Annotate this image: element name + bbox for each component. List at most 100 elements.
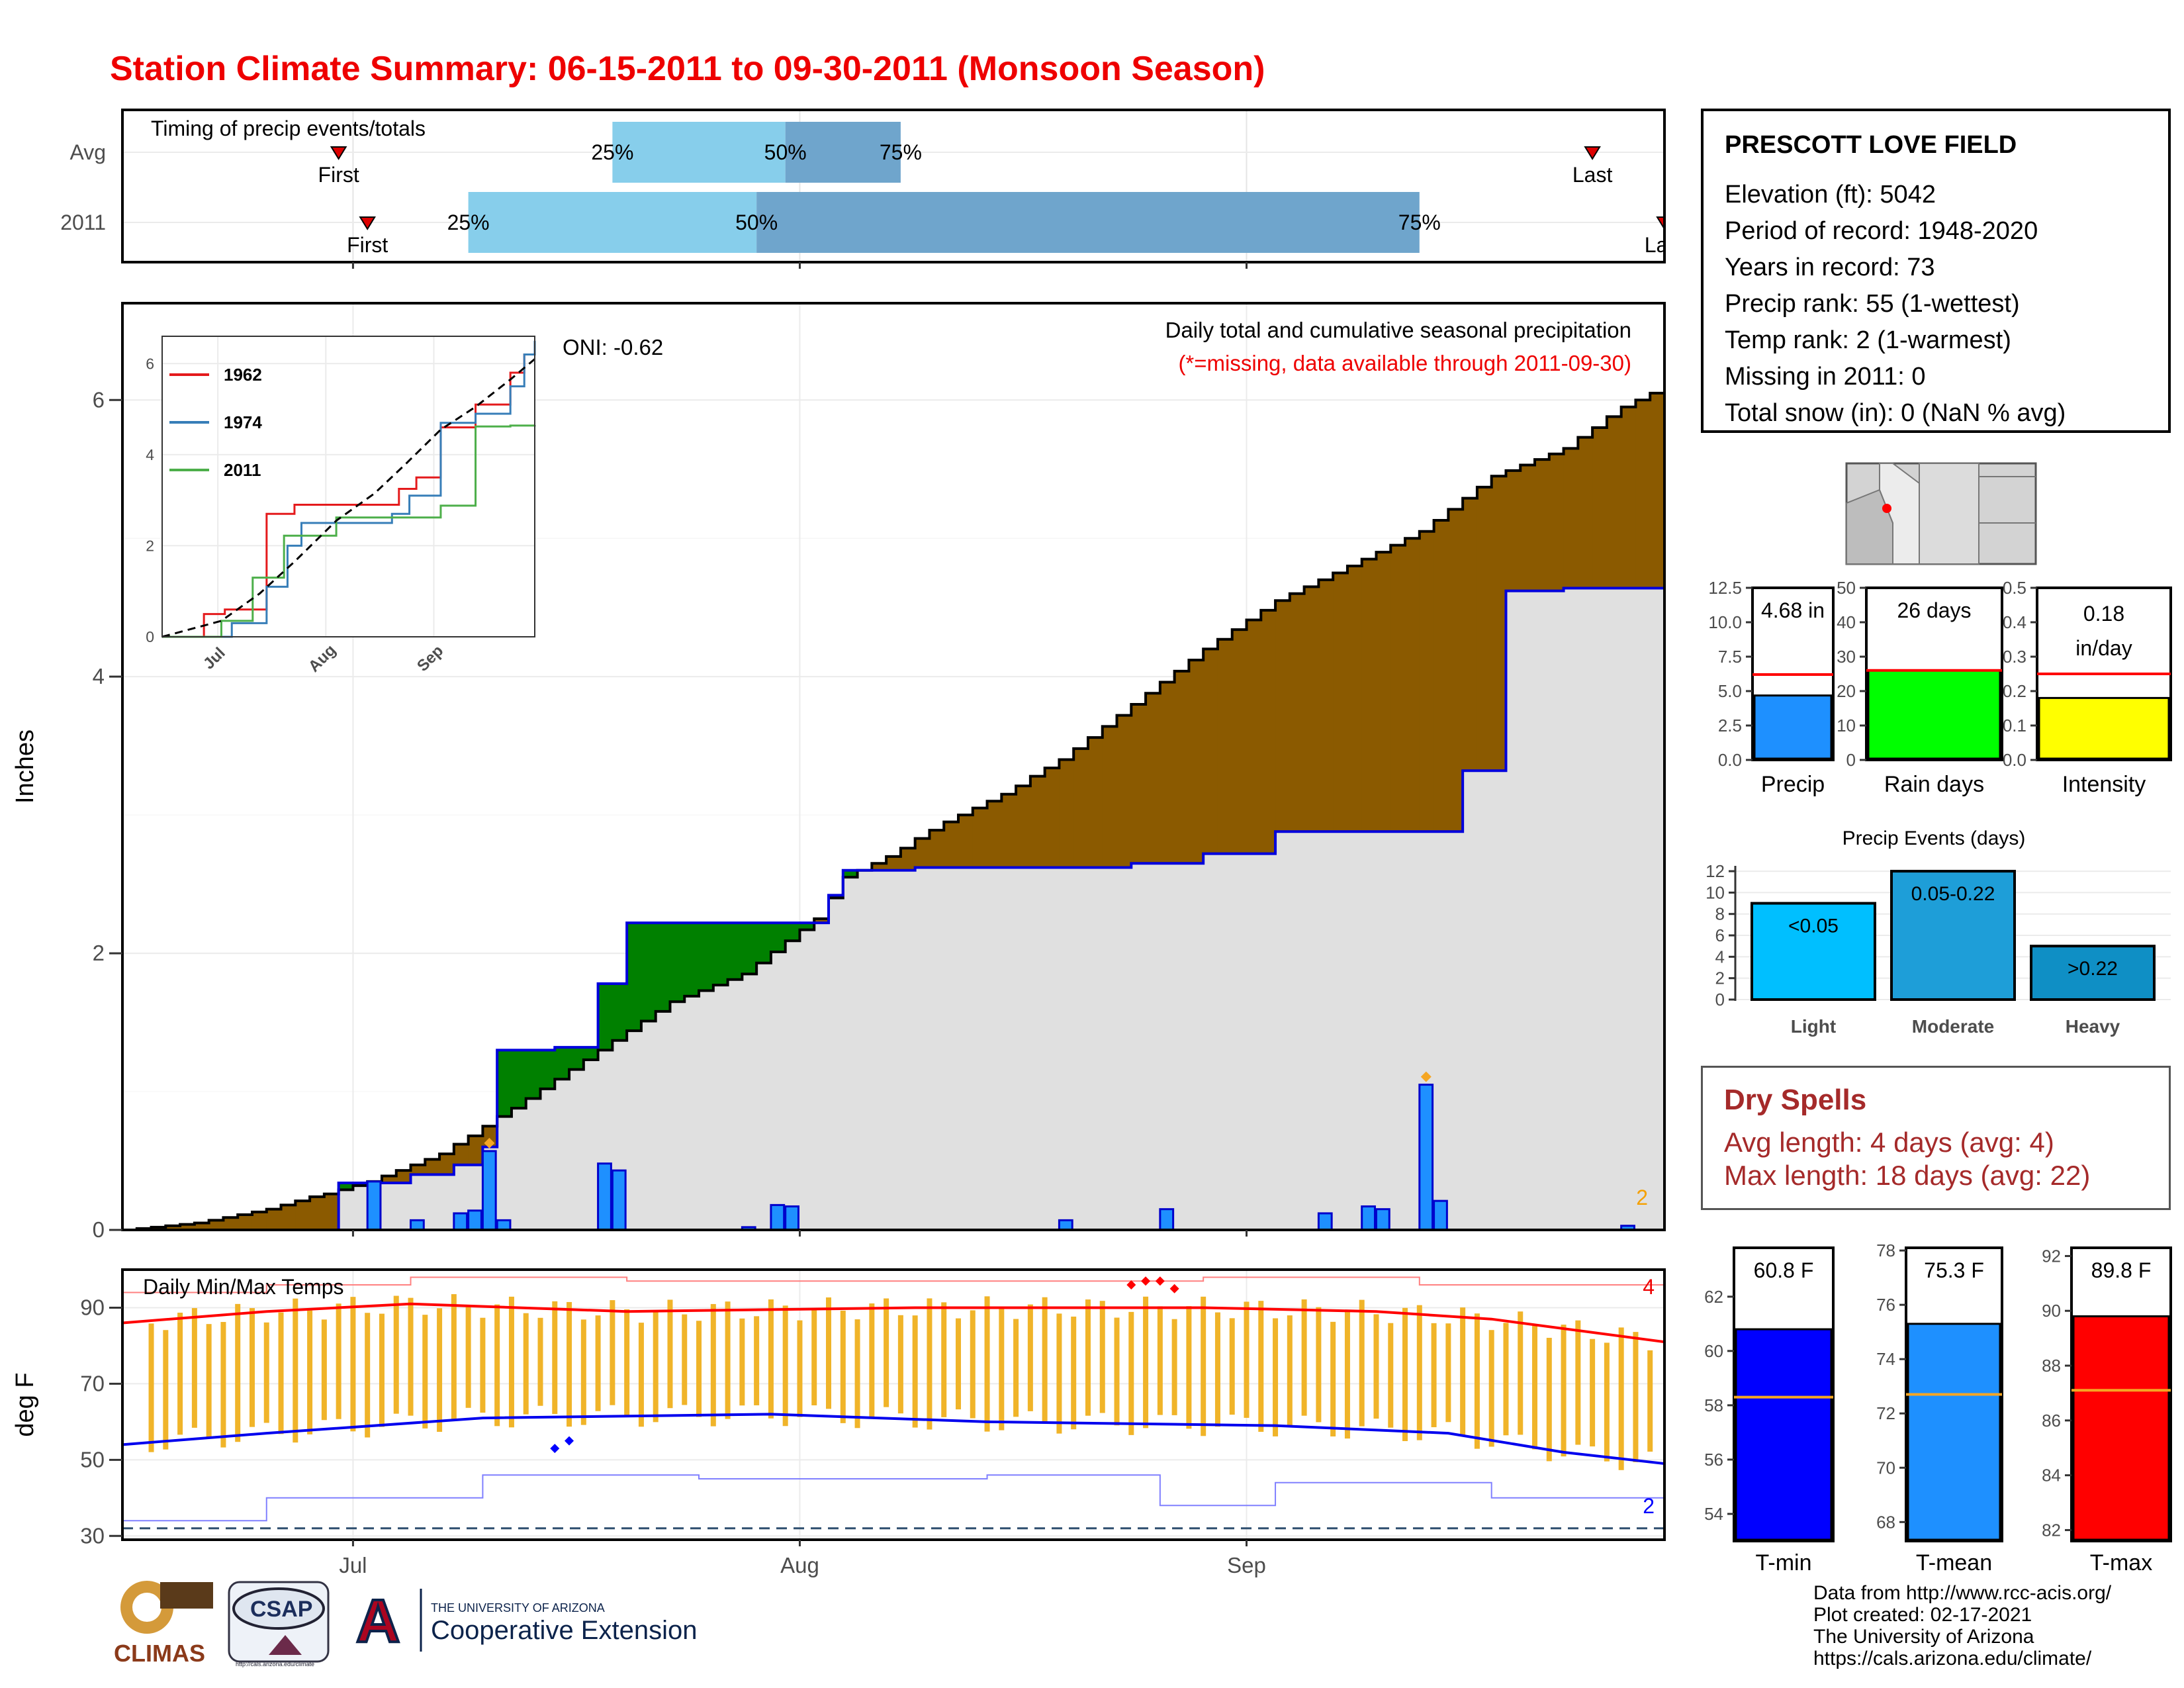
tmax-label: T-max	[2090, 1550, 2152, 1575]
daily-temp-range-bar	[955, 1318, 961, 1410]
below-average-fill	[1448, 509, 1463, 832]
below-average-fill	[1044, 768, 1060, 868]
last-event-label: Last	[1645, 233, 1685, 257]
timing-title: Timing of precip events/totals	[151, 117, 426, 140]
credit-plot-created: Plot created: 02-17-2021	[1813, 1604, 2032, 1626]
daily-temp-range-bar	[682, 1314, 688, 1405]
timing-quartile-label: 25%	[447, 211, 490, 234]
above-average-fill	[842, 870, 858, 878]
daily-temp-range-bar	[408, 1297, 414, 1416]
inset-y-tick-label: 2	[146, 537, 154, 554]
precip-events-category: Moderate	[1912, 1016, 1994, 1037]
daily-temp-range-bar	[1258, 1301, 1264, 1432]
below-average-fill	[324, 1194, 340, 1230]
daily-temp-range-bar	[1157, 1306, 1163, 1415]
tmean-value-label: 75.3 F	[1924, 1258, 1984, 1282]
precip-events-bar-label: <0.05	[1788, 915, 1839, 937]
tmax-gauge: 89.8 F 82 84 86 88 90 92 T-max	[2042, 1246, 2172, 1575]
timing-q25-q50-bar	[612, 122, 786, 183]
oni-label: ONI: -0.62	[563, 335, 663, 359]
precip-y-tick-label: 4	[93, 664, 105, 688]
tmin-y-tick-label: 58	[1704, 1395, 1723, 1415]
ua-line1-text: THE UNIVERSITY OF ARIZONA	[431, 1601, 605, 1615]
station-period: Period of record: 1948-2020	[1725, 217, 2038, 245]
logos-row: CLIMAS CSAP http://cals.arizona.edu/clim…	[114, 1581, 697, 1667]
record-low-count: 2	[1643, 1494, 1655, 1518]
daily-temp-range-bar	[1114, 1317, 1120, 1426]
daily-temp-range-bar	[653, 1310, 659, 1423]
below-average-fill	[1030, 776, 1046, 868]
station-elevation: Elevation (ft): 5042	[1725, 181, 1936, 209]
below-average-fill	[1146, 693, 1161, 864]
precip-total-label: Precip	[1761, 772, 1825, 797]
intensity-value-unit: in/day	[2075, 636, 2132, 660]
precip-y-tick-label: 2	[93, 941, 105, 965]
above-average-fill	[338, 1182, 353, 1190]
station-snow: Total snow (in): 0 (NaN % avg)	[1725, 399, 2066, 427]
timing-q25-q50-bar	[468, 192, 757, 253]
above-average-fill	[353, 1182, 368, 1186]
daily-temp-range-bar	[1445, 1323, 1451, 1423]
intensity-y-tick-label: 0.3	[2003, 647, 2026, 667]
tmin-y-tick-label: 54	[1704, 1504, 1723, 1524]
below-average-fill	[266, 1209, 282, 1230]
daily-temp-range-bar	[797, 1320, 803, 1417]
rain-days-y-tick-label: 30	[1837, 647, 1856, 667]
precip-total-y-tick-label: 0.0	[1718, 750, 1742, 770]
daily-temp-range-bar	[163, 1330, 169, 1450]
daily-temp-range-bar	[379, 1313, 385, 1427]
daily-temp-range-bar	[912, 1315, 918, 1428]
below-average-fill	[958, 815, 974, 868]
intensity-gauge: 0.18 in/day 0.0 0.1 0.2 0.3 0.4 0.5 Intensity	[2003, 578, 2172, 797]
inset-plot-area	[162, 336, 535, 637]
tmean-value-bar	[1907, 1323, 2001, 1541]
csap-logo-url: http://cals.arizona.edu/climate	[236, 1661, 314, 1667]
below-average-fill	[151, 1227, 166, 1230]
daily-temp-range-bar	[307, 1310, 313, 1434]
daily-temp-range-bar	[1143, 1296, 1149, 1429]
daily-temp-range-bar	[1373, 1314, 1379, 1419]
temp-y-tick-label: 90	[80, 1295, 105, 1319]
above-average-fill	[569, 1047, 584, 1070]
precip-events-y-tick-label: 4	[1715, 947, 1725, 966]
daily-temp-range-bar	[1561, 1325, 1567, 1457]
precip-events-bar	[1890, 870, 2016, 1001]
intensity-y-tick-label: 0.4	[2003, 612, 2026, 632]
below-average-fill	[1016, 786, 1031, 868]
daily-precip-bar	[1418, 1084, 1434, 1231]
daily-temp-range-bar	[1330, 1321, 1336, 1436]
below-average-fill	[900, 848, 916, 870]
tmean-y-tick-label: 78	[1876, 1241, 1895, 1260]
daily-temp-range-bar	[336, 1303, 341, 1419]
first-event-label: First	[318, 163, 359, 187]
tmax-value-label: 89.8 F	[2091, 1258, 2152, 1282]
rain-days-y-tick-label: 50	[1837, 578, 1856, 598]
daily-precip-bar	[481, 1150, 497, 1231]
daily-temp-range-bar	[249, 1308, 255, 1427]
precip-total-y-tick-label: 5.0	[1718, 681, 1742, 701]
ua-block-a-text: A	[356, 1587, 400, 1655]
above-average-fill	[612, 984, 627, 1041]
above-average-fill	[785, 923, 800, 941]
daily-temp-range-bar	[451, 1294, 457, 1420]
intensity-label: Intensity	[2062, 772, 2146, 797]
above-average-fill	[670, 923, 685, 1002]
daily-temp-range-bar	[739, 1318, 745, 1406]
record-low-marker	[565, 1436, 574, 1446]
above-average-fill	[770, 923, 786, 952]
tmax-y-tick-label: 82	[2042, 1520, 2061, 1540]
credits-block: Data from http://www.rcc-acis.org/ Plot …	[1813, 1582, 2111, 1669]
timing-chart: Timing of precip events/totals Avg 25% 50% 7…	[60, 109, 1685, 269]
below-average-fill	[295, 1201, 310, 1230]
record-count-label: 2	[1636, 1186, 1648, 1209]
daily-temp-range-bar	[220, 1322, 226, 1448]
station-temp-rank: Temp rank: 2 (1-warmest)	[1725, 326, 2011, 354]
precip-events-y-tick-label: 12	[1706, 861, 1725, 881]
below-average-fill	[1361, 559, 1377, 832]
above-average-fill	[655, 923, 670, 1011]
tmax-y-tick-label: 92	[2042, 1246, 2061, 1266]
daily-precip-bar	[611, 1169, 627, 1231]
precip-y-tick-label: 6	[93, 387, 105, 412]
daily-temp-range-bar	[1460, 1307, 1466, 1435]
daily-temp-range-bar	[667, 1299, 673, 1409]
